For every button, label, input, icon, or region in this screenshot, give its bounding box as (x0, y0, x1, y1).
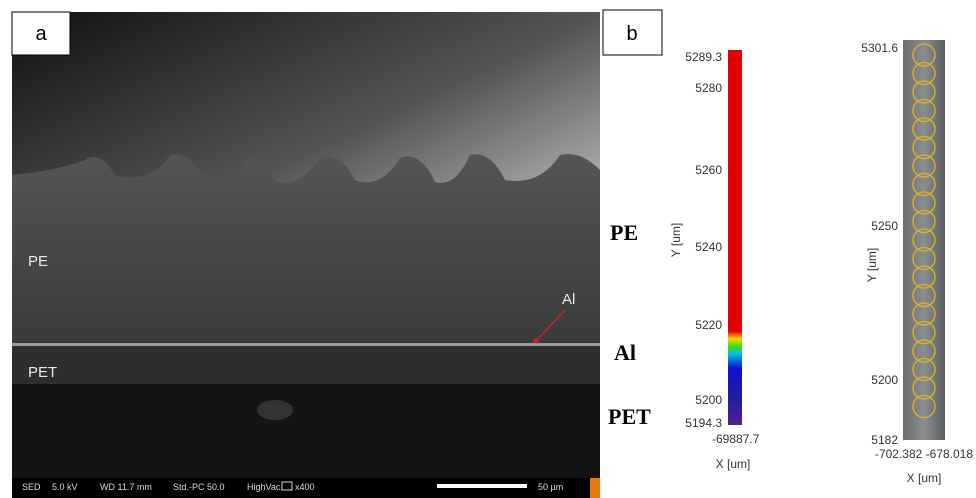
annotation: PE (28, 253, 48, 270)
tick-label: 5200 (871, 373, 898, 387)
ring (912, 228, 936, 252)
sem-image (12, 12, 600, 498)
x-tick-label: -69887.7 (712, 432, 760, 446)
ring (912, 302, 936, 326)
ring (912, 43, 936, 67)
annotation: Al (562, 291, 575, 308)
tick-label: 5240 (695, 240, 722, 254)
info: Std.-PC 50.0 (173, 482, 225, 492)
ring (912, 61, 936, 86)
ring (912, 117, 936, 141)
layer-label: Al (614, 340, 636, 365)
tick-label: 5289.3 (685, 50, 722, 64)
info: x400 (295, 482, 315, 492)
arrow (536, 309, 566, 341)
info: SED (22, 482, 41, 492)
ring (912, 357, 936, 382)
ring (912, 80, 936, 104)
x-axis-label: X [um] (716, 457, 751, 471)
ring (912, 154, 936, 178)
ring (912, 320, 936, 345)
ring (912, 246, 936, 271)
arrow-head (533, 338, 539, 344)
scale-label: 50 µm (538, 482, 563, 492)
ring (912, 172, 936, 197)
ring (912, 394, 936, 419)
y-axis-label: Y [um] (669, 223, 683, 257)
x-axis-label: X [um] (907, 471, 942, 485)
ring (912, 283, 936, 308)
tick-label: 5182 (871, 433, 898, 447)
tick-label: 5194.3 (685, 416, 722, 430)
info: WD 11.7 mm (100, 482, 152, 492)
info: 5.0 kV (52, 482, 78, 492)
ring (912, 209, 936, 234)
ring (912, 376, 936, 400)
colorbar-ticks: 5289.3 5280 5260 5240 5220 5200 5194.3 (685, 50, 722, 430)
ring (912, 191, 936, 215)
x-tick-label: -702.382 -678.018 (875, 447, 973, 461)
annotation: PET (28, 364, 57, 381)
camera-icon (281, 481, 293, 491)
ring (912, 135, 936, 160)
tick-label: 5280 (695, 81, 722, 95)
tick-label: 5220 (695, 318, 722, 332)
panel-label-box (11, 11, 71, 56)
ring (912, 98, 936, 123)
panel-label: b (626, 23, 637, 45)
colorbar (728, 50, 742, 425)
info: HighVac. (247, 482, 283, 492)
y-axis-label: Y [um] (865, 248, 879, 282)
ring (912, 339, 936, 363)
ring (912, 265, 936, 289)
tick-label: 5301.6 (861, 41, 898, 55)
image-ticks: 5301.6 5250 5200 5182 (861, 41, 898, 447)
scale-bar (437, 484, 527, 488)
tick-label: 5200 (695, 393, 722, 407)
panel-label: a (35, 23, 47, 45)
tick-label: 5260 (695, 163, 722, 177)
panel-label-box (602, 9, 663, 56)
layer-label: PE (610, 220, 638, 245)
layer-label: PET (608, 404, 651, 429)
optical-image (903, 40, 945, 440)
tick-label: 5250 (871, 219, 898, 233)
